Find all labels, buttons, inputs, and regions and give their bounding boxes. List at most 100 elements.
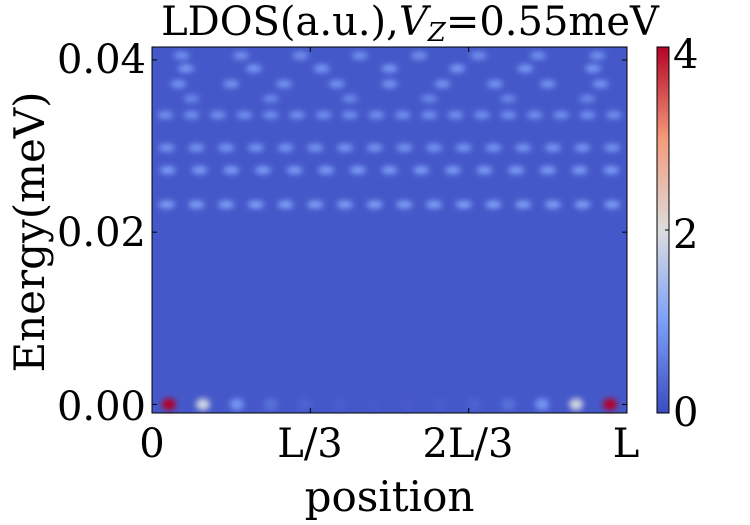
- ldos-peak: [263, 398, 278, 411]
- ldos-peak: [351, 51, 368, 60]
- ldos-peak: [195, 398, 210, 411]
- ldos-peak: [307, 143, 324, 152]
- ldos-peak: [421, 94, 438, 103]
- ldos-peak: [544, 143, 561, 152]
- ldos-peak: [434, 80, 451, 89]
- ldos-peak: [470, 51, 487, 60]
- colorbar-tick-label: 4: [673, 32, 699, 78]
- ldos-peak: [173, 51, 190, 60]
- ldos-peak: [158, 143, 175, 152]
- ldos-peak: [473, 111, 490, 120]
- ldos-peak: [349, 166, 366, 175]
- ldos-peak: [341, 94, 358, 103]
- ldos-peak: [292, 51, 309, 60]
- ldos-peak: [444, 166, 461, 175]
- y-axis-label: Energy(meV): [5, 91, 54, 373]
- ldos-peak: [223, 80, 240, 89]
- ldos-peak: [515, 200, 532, 209]
- colorbar: [657, 47, 669, 413]
- colorbar-tick-label: 2: [673, 212, 699, 258]
- ldos-peak: [394, 111, 411, 120]
- ldos-peak: [277, 200, 294, 209]
- ldos-peak: [315, 111, 332, 120]
- ldos-peak: [413, 166, 430, 175]
- ldos-peak: [553, 111, 570, 120]
- ldos-peak: [571, 166, 588, 175]
- ldos-peak: [485, 143, 502, 152]
- ldos-peak: [449, 64, 466, 73]
- ldos-peak: [188, 143, 205, 152]
- ldos-peak: [515, 143, 532, 152]
- ldos-peak: [368, 111, 385, 120]
- y-tick-label: 0.04: [56, 37, 146, 83]
- heatmap-background: [152, 47, 627, 413]
- chart-title: LDOS(a.u.),VZ=0.55meV: [161, 0, 659, 48]
- ldos-peak: [579, 111, 596, 120]
- ldos-peak: [297, 398, 312, 411]
- ldos-peak: [535, 398, 550, 411]
- ldos-peak: [247, 200, 264, 209]
- ldos-peak: [328, 80, 345, 89]
- ldos-peak: [341, 111, 358, 120]
- ldos-peak: [455, 143, 472, 152]
- ldos-peak: [336, 143, 353, 152]
- ldos-peak: [318, 166, 335, 175]
- y-tick-label: 0.00: [56, 384, 146, 430]
- ldos-peak: [604, 143, 621, 152]
- ldos-peak: [526, 111, 543, 120]
- x-tick-label: L: [612, 421, 640, 467]
- ldos-peak: [381, 64, 398, 73]
- ldos-peak: [209, 111, 226, 120]
- ldos-peak: [539, 166, 556, 175]
- ldos-peak: [426, 143, 443, 152]
- ldos-peak: [579, 94, 596, 103]
- ldos-peak: [433, 398, 448, 411]
- ldos-peak: [365, 398, 380, 411]
- ldos-peak: [485, 200, 502, 209]
- ldos-peak: [585, 64, 602, 73]
- ldos-peak: [262, 94, 279, 103]
- ldos-peak: [455, 200, 472, 209]
- ldos-peak: [289, 111, 306, 120]
- ldos-peak: [183, 94, 200, 103]
- ldos-peak: [381, 80, 398, 89]
- ldos-peak: [476, 166, 493, 175]
- ldos-peak: [262, 111, 279, 120]
- ldos-peak: [159, 166, 176, 175]
- ldos-peak: [183, 111, 200, 120]
- ldos-peak: [247, 143, 264, 152]
- ldos-peak: [604, 200, 621, 209]
- ldos-peak: [218, 200, 235, 209]
- colorbar-tick-label: 0: [673, 390, 699, 436]
- ldos-peak: [592, 80, 609, 89]
- x-axis-label: position: [304, 472, 475, 521]
- ldos-peak: [170, 80, 187, 89]
- ldos-peak: [254, 166, 271, 175]
- ldos-peak: [396, 143, 413, 152]
- ldos-peak: [236, 111, 253, 120]
- ldos-peak: [366, 143, 383, 152]
- ldos-peak: [411, 51, 428, 60]
- ldos-peak: [177, 64, 194, 73]
- ldos-peak: [161, 398, 176, 411]
- x-tick-label: L/3: [277, 421, 343, 467]
- ldos-peak: [500, 111, 517, 120]
- ldos-peak: [603, 166, 620, 175]
- ldos-peak: [218, 143, 235, 152]
- x-tick-label: 2L/3: [422, 421, 514, 467]
- ldos-peak: [501, 398, 516, 411]
- ldos-peak: [245, 64, 262, 73]
- ldos-peak: [307, 200, 324, 209]
- ldos-peak: [447, 111, 464, 120]
- ldos-peak: [331, 398, 346, 411]
- ldos-peak: [574, 143, 591, 152]
- ldos-peak: [517, 64, 534, 73]
- ldos-peak: [467, 398, 482, 411]
- ldos-peak: [539, 80, 556, 89]
- ldos-peak: [487, 80, 504, 89]
- ldos-peak: [277, 143, 294, 152]
- plot-frame: [151, 46, 628, 414]
- ldos-peak: [605, 111, 622, 120]
